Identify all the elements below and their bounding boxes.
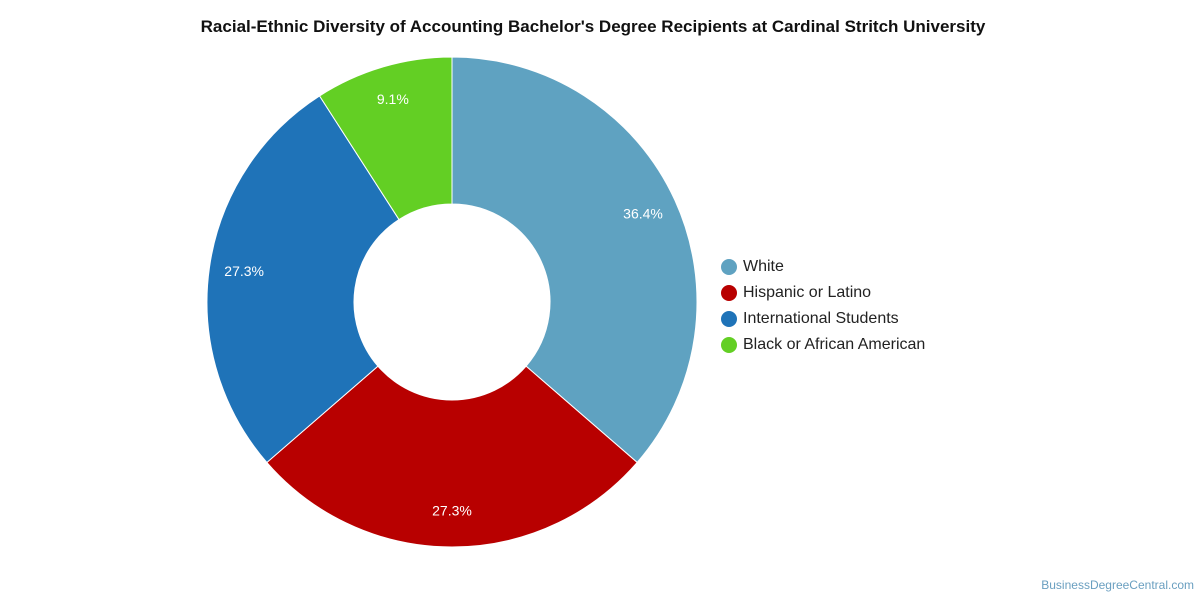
legend-label-international-students: International Students xyxy=(743,310,899,327)
chart-legend: White Hispanic or Latino International Stu… xyxy=(721,254,925,358)
slice-black-or-african-american[interactable] xyxy=(318,56,453,221)
legend-label-black-or-african-american: Black or African American xyxy=(743,336,926,353)
legend-swatch-international-students xyxy=(721,311,737,327)
chart-title: Racial-Ethnic Diversity of Accounting Ba… xyxy=(200,17,986,36)
legend-item-black-or-african-american[interactable]: Black or African American xyxy=(721,332,925,358)
legend-swatch-black-or-african-american xyxy=(721,337,737,353)
legend-swatch-white xyxy=(721,259,737,275)
source-credit[interactable]: BusinessDegreeCentral.com xyxy=(1041,578,1194,592)
slice-labels: 36.4% 27.3% 27.3% 9.1% xyxy=(224,91,663,518)
legend-swatch-hispanic-or-latino xyxy=(721,285,737,301)
slice-international-students[interactable] xyxy=(206,95,400,464)
legend-label-white: White xyxy=(743,258,784,275)
slice-label-black-or-african-american: 9.1% xyxy=(377,91,409,107)
slice-label-hispanic-or-latino: 27.3% xyxy=(432,503,472,519)
slice-label-white: 36.4% xyxy=(623,205,663,221)
slice-white[interactable] xyxy=(451,56,698,464)
donut-slices xyxy=(206,56,698,548)
legend-item-international-students[interactable]: International Students xyxy=(721,306,925,332)
slice-hispanic-or-latino[interactable] xyxy=(266,365,638,548)
legend-item-white[interactable]: White xyxy=(721,254,925,280)
legend-label-hispanic-or-latino: Hispanic or Latino xyxy=(743,284,872,301)
slice-label-international-students: 27.3% xyxy=(224,263,264,279)
legend-item-hispanic-or-latino[interactable]: Hispanic or Latino xyxy=(721,280,925,306)
